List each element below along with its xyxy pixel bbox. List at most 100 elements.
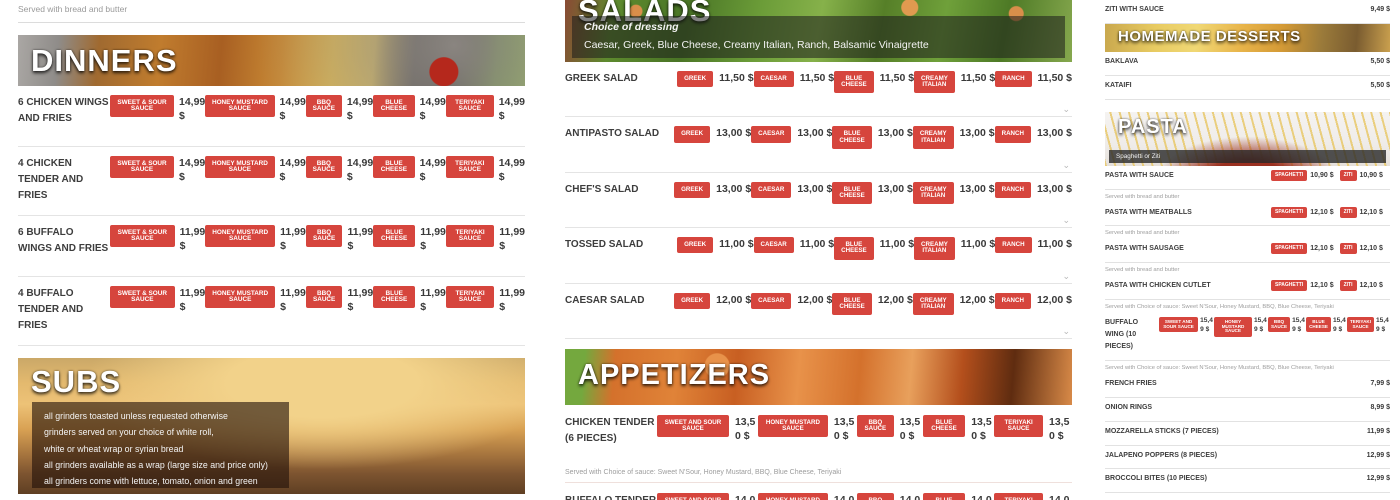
sauce-option-button[interactable]: RANCH [994, 292, 1031, 309]
sauce-option-button[interactable]: TERIYAKI SAUCE [445, 95, 494, 117]
sauce-option-button[interactable]: BBQ SAUCE [305, 156, 342, 178]
sauce-option-button[interactable]: BBQ SAUCE [305, 286, 343, 308]
sauce-option-button[interactable]: TERIYAKI SAUCE [445, 286, 495, 308]
sauce-option-button[interactable]: BLUE CHEESE [373, 95, 415, 117]
sauce-option-button[interactable]: BLUE CHEESE [373, 286, 416, 308]
menu-item-row: BUFFALO WING (10 PIECES) SWEET AND SOUR S… [1105, 313, 1390, 361]
sauce-option-button[interactable]: BBQ SAUCE [856, 493, 894, 500]
item-name: ZITI WITH SAUCE [1105, 6, 1164, 13]
sauce-option-button[interactable]: HONEY MUSTARD SAUCE [205, 95, 275, 117]
pasta-type-button[interactable]: SPAGHETTI [1271, 280, 1308, 292]
item-name: FRENCH FRIES [1105, 379, 1157, 387]
pasta-type-button[interactable]: ZITI [1339, 169, 1357, 181]
option: SWEET AND SOUR SAUCE 14,00 $ [657, 493, 758, 500]
sauce-option-button[interactable]: CAESAR [751, 292, 792, 309]
sauce-option-button[interactable]: HONEY MUSTARD SAUCE [757, 493, 828, 500]
sauce-option-button[interactable]: SWEET & SOUR SAUCE [110, 156, 174, 178]
overlay-line: all grinders come with lettuce, tomato, … [44, 476, 258, 494]
sauce-option-button[interactable]: BLUE CHEESE [832, 292, 872, 316]
option-price: 12,00 $ [877, 293, 913, 306]
sauce-option-button[interactable]: SWEET & SOUR SAUCE [110, 286, 175, 308]
sauce-option-button[interactable]: SWEET AND SOUR SAUCE [657, 493, 729, 500]
option-price: 14,00 $ [900, 493, 923, 500]
option-price: 11,50 $ [960, 72, 996, 84]
sauce-option-button[interactable]: TERIYAKI SAUCE [994, 493, 1043, 500]
chevron-down-icon[interactable]: ⌄ [1062, 159, 1070, 170]
sauce-option-button[interactable]: CAESAR [753, 237, 794, 254]
sauce-option-button[interactable]: RANCH [994, 126, 1031, 143]
sauce-option-button[interactable]: SWEET & SOUR SAUCE [110, 225, 175, 247]
sauce-option-button[interactable]: GREEK [674, 292, 711, 309]
sauce-option-button[interactable]: SWEET AND SOUR SAUCE [657, 415, 729, 438]
chevron-down-icon[interactable]: ⌄ [1062, 270, 1070, 281]
item-name: TOSSED SALAD [565, 239, 644, 251]
sauce-option-button[interactable]: BBQ SAUCE [305, 225, 343, 247]
sauce-option-button[interactable]: RANCH [995, 71, 1032, 88]
sauce-option-button[interactable]: HONEY MUSTARD SAUCE [757, 415, 828, 438]
option-price: 11,00 $ [879, 238, 915, 251]
sauce-option-button[interactable]: GREEK [674, 181, 711, 199]
sauce-option-button[interactable]: GREEK [674, 126, 711, 143]
menu-item-row: BROCCOLI BITES (10 PIECES) 12,99 $ [1105, 469, 1390, 494]
sauce-option-button[interactable]: BBQ SAUCE [1267, 317, 1291, 333]
overlay-line: Spaghetti or Ziti [1116, 152, 1161, 160]
pasta-type-button[interactable]: SPAGHETTI [1271, 169, 1308, 181]
dinners-subs-column: Served with bread and butter DINNERS 6 CHI… [18, 0, 525, 500]
desserts-section: HOMEMADE DESSERTS BAKLAVA 5,50 $ KATAIFI 5,5… [1105, 23, 1390, 100]
pasta-type-button[interactable]: ZITI [1339, 280, 1357, 292]
sauce-option-button[interactable]: CAESAR [751, 181, 792, 199]
option-group: SWEET & SOUR SAUCE 14,99 $ HONEY MUSTARD S… [110, 156, 525, 184]
sauce-option-button[interactable]: HONEY MUSTARD SAUCE [205, 225, 276, 247]
sauce-option-button[interactable]: TERIYAKI SAUCE [994, 415, 1043, 438]
overlay-heading: Choice of dressing [584, 21, 679, 33]
sauce-option-button[interactable]: GREEK [677, 71, 714, 88]
sauce-option-button[interactable]: BLUE CHEESE [832, 181, 872, 205]
item-price: 12,99 $ [1366, 475, 1390, 483]
sauce-option-button[interactable]: TERIYAKI SAUCE [445, 225, 495, 247]
pasta-type-button[interactable]: ZITI [1339, 206, 1357, 218]
option-group: SPAGHETTI 12,10 $ ZITI 12,10 $ [1265, 280, 1383, 292]
sauce-option-button[interactable]: RANCH [995, 237, 1032, 254]
sauce-option-button[interactable]: CREAMY ITALIAN [912, 181, 954, 205]
menu-item-row: JALAPENO POPPERS (8 PIECES) 12,99 $ [1105, 446, 1390, 470]
option-price: 11,50 $ [879, 72, 915, 84]
sauce-option-button[interactable]: TERIYAKI SAUCE [445, 156, 494, 178]
sauce-option-button[interactable]: CAESAR [753, 71, 794, 88]
sauce-option-button[interactable]: RANCH [994, 181, 1031, 199]
sauce-option-button[interactable]: CREAMY ITALIAN [912, 292, 954, 316]
sauce-option-button[interactable]: HONEY MUSTARD SAUCE [1214, 317, 1252, 338]
sauce-option-button[interactable]: CREAMY ITALIAN [914, 71, 955, 94]
desserts-banner: HOMEMADE DESSERTS [1105, 23, 1390, 52]
sauce-option-button[interactable]: GREEK [677, 237, 714, 254]
sauce-option-button[interactable]: BLUE CHEESE [922, 415, 966, 438]
sauce-option-button[interactable]: BBQ SAUCE [305, 95, 342, 117]
sauce-option-button[interactable]: BLUE CHEESE [832, 126, 872, 149]
menu-item-row: CAESAR SALAD GREEK 12,00 $ CAESAR 12,00 $ BLU… [565, 284, 1072, 340]
item-price: 12,99 $ [1366, 451, 1390, 459]
sauce-option-button[interactable]: BLUE CHEESE [834, 71, 874, 94]
sauce-option-button[interactable]: BLUE CHEESE [373, 156, 415, 178]
sauce-option-button[interactable]: CREAMY ITALIAN [912, 126, 954, 149]
chevron-down-icon[interactable]: ⌄ [1062, 326, 1070, 337]
sauce-option-button[interactable]: BLUE CHEESE [373, 225, 416, 247]
sauce-option-button[interactable]: SWEET AND SOUR SAUCE [1159, 317, 1199, 333]
option-price: 14,99 $ [179, 96, 206, 123]
sauce-option-button[interactable]: TERIYAKI SAUCE [1346, 317, 1374, 333]
item-name: BROCCOLI BITES (10 PIECES) [1105, 475, 1207, 483]
sauce-option-button[interactable]: CAESAR [751, 126, 792, 143]
pasta-type-button[interactable]: SPAGHETTI [1271, 243, 1308, 255]
sauce-option-button[interactable]: BLUE CHEESE [1306, 317, 1331, 333]
sauce-option-button[interactable]: BLUE CHEESE [922, 493, 966, 500]
chevron-down-icon[interactable]: ⌄ [1062, 104, 1070, 115]
chevron-down-icon[interactable]: ⌄ [1062, 215, 1070, 226]
sauce-option-button[interactable]: HONEY MUSTARD SAUCE [205, 286, 276, 308]
desserts-banner-title: HOMEMADE DESSERTS [1118, 27, 1301, 45]
option: TERIYAKI SAUCE 14,99 $ [445, 156, 525, 184]
pasta-type-button[interactable]: SPAGHETTI [1271, 206, 1308, 218]
sauce-option-button[interactable]: HONEY MUSTARD SAUCE [205, 156, 275, 178]
sauce-option-button[interactable]: SWEET & SOUR SAUCE [110, 95, 174, 117]
sauce-option-button[interactable]: BBQ SAUCE [856, 415, 894, 438]
sauce-option-button[interactable]: BLUE CHEESE [834, 237, 874, 260]
pasta-type-button[interactable]: ZITI [1339, 243, 1357, 255]
sauce-option-button[interactable]: CREAMY ITALIAN [914, 237, 955, 260]
